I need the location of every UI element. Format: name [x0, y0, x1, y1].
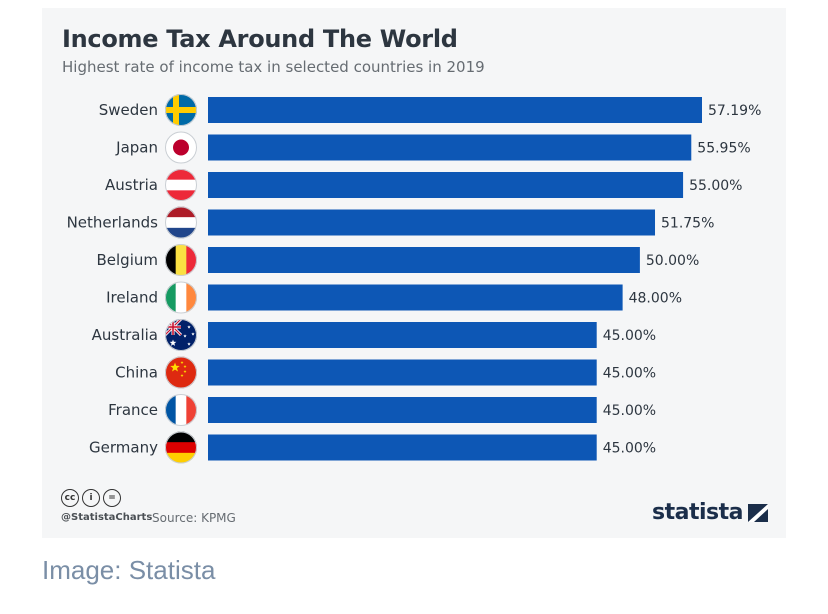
category-label-belgium: Belgium	[97, 251, 159, 269]
value-label-france: 45.00%	[603, 403, 656, 419]
bar-japan	[208, 134, 692, 161]
category-label-ireland: Ireland	[106, 289, 158, 307]
value-label-germany: 45.00%	[603, 441, 656, 457]
source-note: Source: KPMG	[152, 511, 236, 525]
value-label-china: 45.00%	[603, 366, 656, 382]
value-label-belgium: 50.00%	[646, 253, 699, 269]
bar-sweden	[208, 97, 702, 123]
value-label-australia: 45.00%	[603, 328, 656, 344]
statista-handle: @StatistaCharts	[61, 512, 153, 523]
category-label-sweden: Sweden	[99, 101, 158, 119]
brand-name: statista	[652, 500, 743, 525]
category-label-australia: Australia	[92, 326, 158, 344]
bar-chart: Sweden 57.19% Japan 55.95% Austria 55.00% Neth…	[67, 94, 761, 464]
belgium-flag-icon	[165, 244, 197, 276]
value-label-netherlands: 51.75%	[661, 216, 714, 232]
chart-title: Income Tax Around The World	[62, 25, 458, 53]
chart-subtitle: Highest rate of income tax in selected c…	[62, 58, 485, 76]
bar-china	[208, 359, 597, 386]
value-label-austria: 55.00%	[689, 178, 742, 194]
bar-belgium	[208, 247, 640, 273]
statista-logo-icon	[748, 503, 768, 522]
category-label-france: France	[108, 401, 158, 419]
category-label-china: China	[115, 364, 158, 382]
category-label-germany: Germany	[89, 439, 158, 457]
cc-icon: cc	[61, 489, 79, 507]
category-label-japan: Japan	[115, 139, 158, 157]
category-label-netherlands: Netherlands	[67, 214, 159, 232]
bar-france	[208, 397, 597, 423]
germany-flag-icon	[165, 431, 197, 464]
netherlands-flag-icon	[165, 206, 197, 239]
by-icon: i	[82, 489, 100, 507]
value-label-sweden: 57.19%	[708, 103, 761, 119]
bar-australia	[208, 322, 597, 348]
bar-netherlands	[208, 209, 656, 236]
license-icons: cc i =	[61, 489, 121, 507]
bar-ireland	[208, 284, 623, 311]
nd-icon: =	[103, 489, 121, 507]
image-caption: Image: Statista	[42, 555, 216, 585]
bar-germany	[208, 434, 597, 461]
value-label-japan: 55.95%	[697, 141, 750, 157]
ireland-flag-icon	[165, 281, 197, 314]
austria-flag-icon	[165, 169, 197, 201]
statista-brand: statista	[652, 500, 768, 525]
bar-austria	[208, 172, 684, 198]
chart-card: Income Tax Around The World Highest rate…	[42, 8, 786, 538]
value-label-ireland: 48.00%	[629, 291, 682, 307]
category-label-austria: Austria	[105, 176, 158, 194]
france-flag-icon	[165, 394, 197, 426]
